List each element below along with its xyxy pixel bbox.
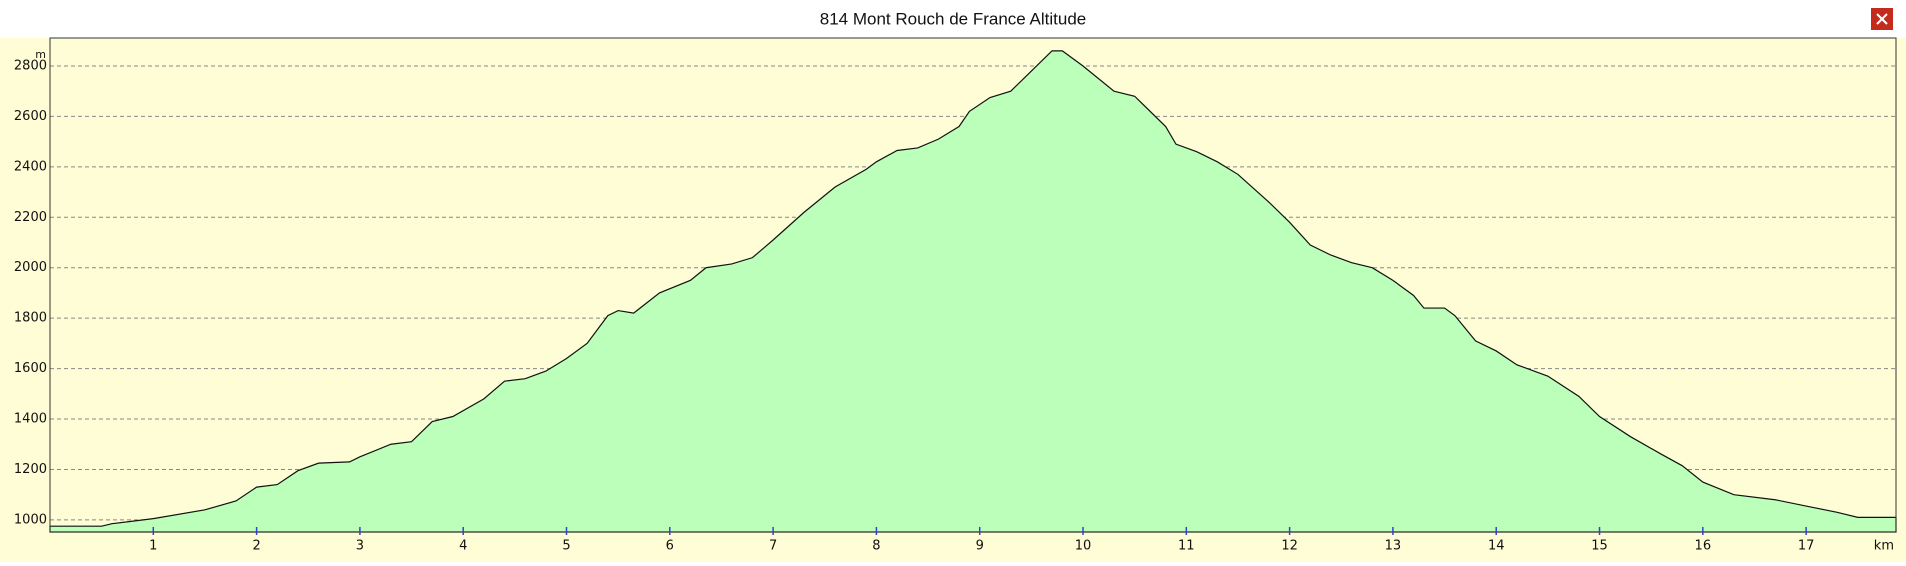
x-tick-label: 2 — [252, 539, 260, 554]
x-tick-label: 10 — [1075, 539, 1092, 554]
x-tick-label: 11 — [1178, 539, 1195, 554]
x-tick-label: 16 — [1695, 539, 1712, 554]
plot-frame — [49, 37, 1897, 533]
x-tick-label: 6 — [666, 539, 674, 554]
y-tick-label: 2800 — [14, 58, 47, 73]
x-tick-label: 9 — [976, 539, 984, 554]
x-axis-label: km — [1874, 539, 1894, 554]
y-tick-label: 2200 — [14, 210, 47, 225]
x-tick-label: 13 — [1385, 539, 1402, 554]
x-tick-label: 1 — [149, 539, 157, 554]
x-tick-label: 4 — [459, 539, 467, 554]
x-tick-label: 3 — [356, 539, 364, 554]
y-tick-label: 1000 — [14, 512, 47, 527]
x-tick-label: 7 — [769, 539, 777, 554]
y-axis-label: m — [35, 48, 46, 61]
y-tick-label: 2000 — [14, 260, 47, 275]
area — [49, 50, 1897, 533]
plot: 1000 1200 1400 1600 1800 2000 2200 2400 2600 2800… — [14, 37, 1897, 554]
x-tick-label: 8 — [872, 539, 880, 554]
y-tick-label: 1200 — [14, 462, 47, 477]
y-tick-label: 1400 — [14, 412, 47, 427]
x-tick-label: 15 — [1591, 539, 1608, 554]
chart-title: 814 Mont Rouch de France Altitude — [820, 9, 1087, 28]
y-tick-label: 2400 — [14, 159, 47, 174]
x-tick-label: 5 — [562, 539, 570, 554]
y-tick-label: 1800 — [14, 311, 47, 326]
y-tick-label: 2600 — [14, 109, 47, 124]
x-tick-label: 14 — [1488, 539, 1505, 554]
x-tick-label: 17 — [1798, 539, 1815, 554]
y-tick-label: 1600 — [14, 361, 47, 376]
close-button[interactable] — [1871, 8, 1893, 30]
title-bar — [0, 0, 1906, 38]
x-tick-label: 12 — [1281, 539, 1298, 554]
